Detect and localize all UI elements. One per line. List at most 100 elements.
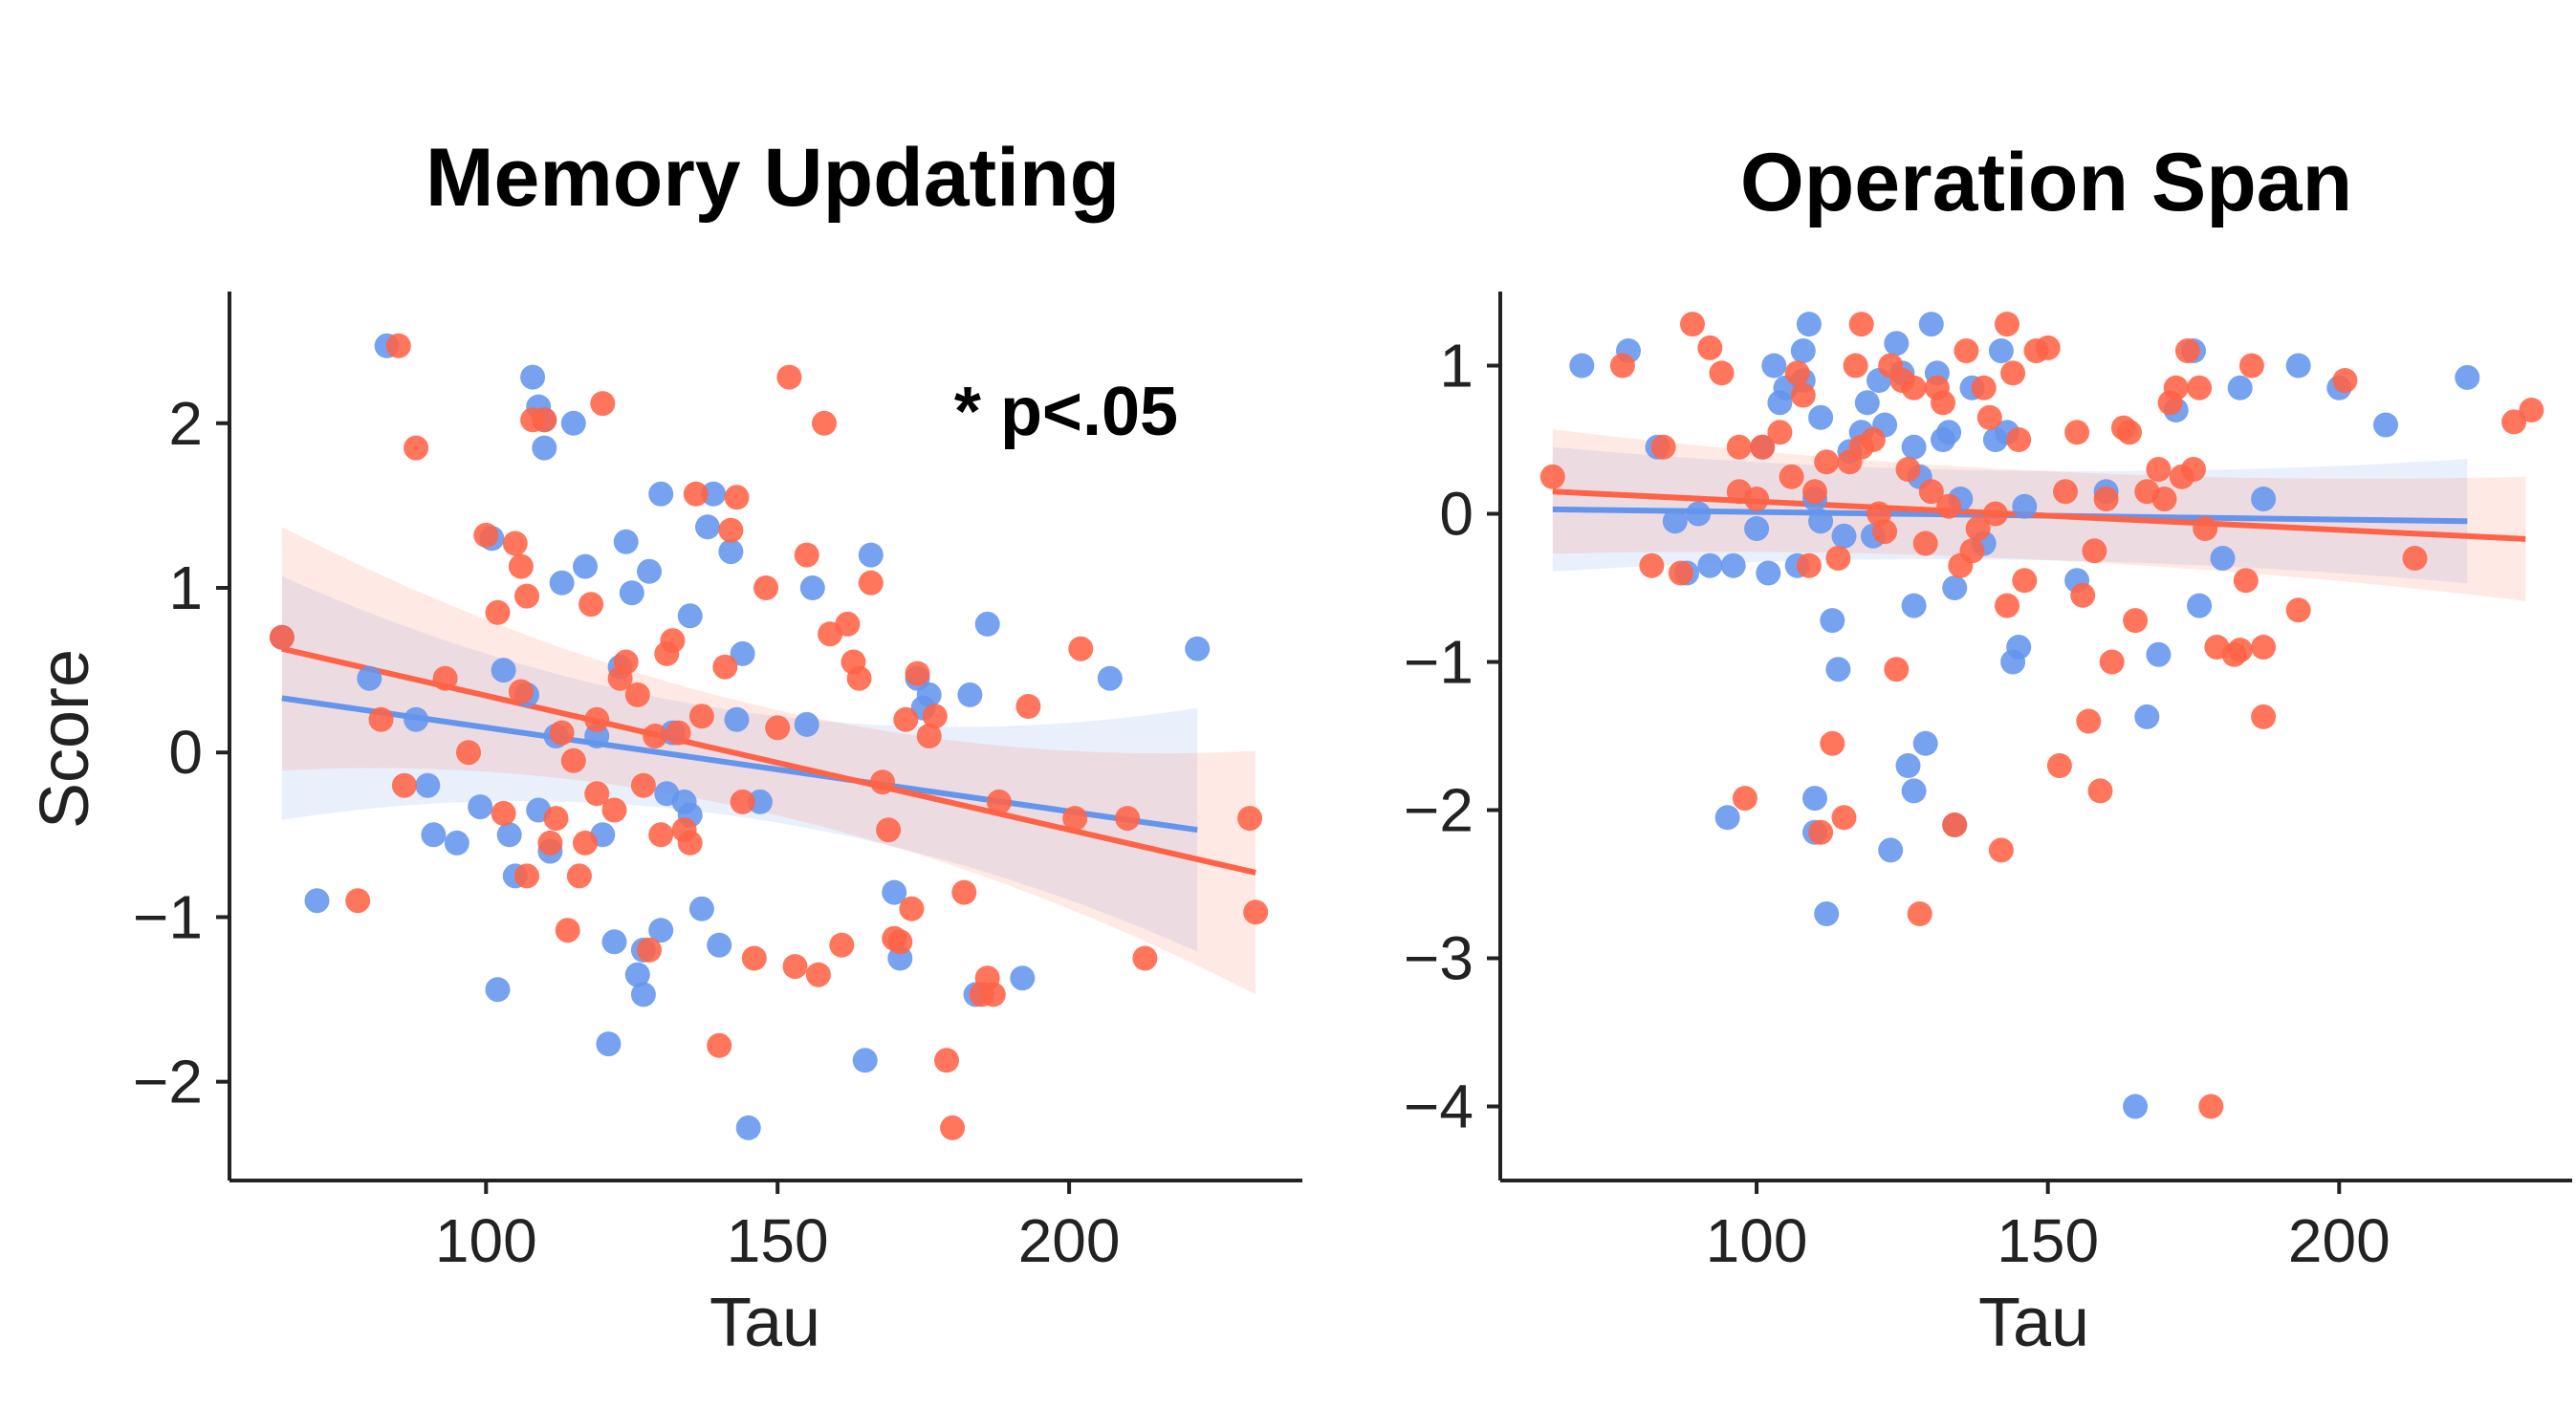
data-point — [2134, 704, 2160, 729]
data-point — [549, 720, 575, 746]
data-point — [986, 789, 1012, 814]
data-point — [2251, 635, 2277, 660]
data-point — [404, 435, 429, 461]
data-point — [485, 977, 511, 1003]
data-point — [1726, 434, 1752, 460]
data-point — [695, 514, 720, 540]
data-point — [2082, 538, 2107, 564]
data-point — [893, 706, 919, 732]
data-point — [688, 704, 714, 729]
data-point — [624, 682, 650, 707]
data-point — [794, 542, 819, 568]
data-point — [2238, 353, 2264, 379]
data-point — [1942, 575, 1968, 600]
y-tick-label: −2 — [1404, 776, 1474, 845]
data-point — [882, 879, 907, 905]
data-point — [2146, 457, 2172, 482]
scatter-series — [1539, 312, 2544, 1119]
data-point — [1697, 552, 1723, 578]
data-point — [2251, 487, 2277, 511]
data-point — [368, 706, 394, 732]
data-point — [1901, 593, 1927, 618]
data-point — [579, 592, 604, 617]
data-point — [660, 628, 686, 654]
data-point — [1814, 901, 1840, 926]
data-point — [2012, 493, 2038, 519]
data-point — [812, 410, 837, 436]
data-point — [2035, 335, 2061, 360]
data-point — [619, 580, 644, 606]
data-point — [1668, 560, 1693, 586]
data-point — [1767, 420, 1793, 445]
data-point — [560, 747, 586, 773]
data-point — [473, 522, 499, 548]
data-point — [514, 863, 539, 889]
x-tick-label: 100 — [1706, 1206, 1808, 1275]
data-point — [415, 772, 441, 798]
x-axis-label: Tau — [1978, 1285, 2089, 1361]
data-point — [782, 954, 808, 980]
data-point — [2070, 582, 2096, 608]
data-point — [496, 822, 522, 848]
data-point — [2181, 457, 2206, 482]
data-point — [444, 830, 469, 856]
data-point — [456, 740, 481, 766]
data-point — [1901, 778, 1927, 804]
data-point — [1843, 353, 1868, 379]
data-point — [1115, 806, 1141, 832]
data-point — [514, 583, 539, 609]
data-point — [730, 640, 755, 666]
data-point — [1912, 730, 1938, 756]
data-point — [794, 711, 819, 737]
data-point — [269, 624, 295, 650]
data-point — [1779, 464, 1804, 489]
data-point — [730, 789, 755, 814]
data-point — [1825, 657, 1851, 682]
data-point — [596, 1031, 622, 1057]
data-point — [852, 1048, 878, 1073]
data-point — [537, 830, 563, 856]
data-point — [957, 682, 983, 707]
data-point — [701, 481, 727, 507]
data-point — [980, 982, 1006, 1007]
data-point — [1936, 493, 1962, 519]
y-tick-label: 0 — [1439, 480, 1474, 549]
data-point — [805, 962, 831, 987]
data-point — [2146, 641, 2172, 667]
data-point — [2187, 375, 2213, 401]
chart-title: Memory Updating — [426, 132, 1120, 224]
data-point — [1820, 608, 1845, 634]
data-point — [2064, 420, 2090, 445]
data-point — [846, 665, 872, 691]
data-point — [858, 542, 884, 568]
data-point — [566, 863, 592, 889]
data-point — [1796, 552, 1822, 578]
data-point — [666, 720, 691, 746]
data-point — [485, 599, 511, 625]
data-point — [753, 575, 778, 600]
data-point — [858, 570, 884, 596]
data-point — [1912, 531, 1938, 556]
data-point — [648, 918, 674, 943]
data-point — [1744, 516, 1770, 541]
data-point — [2006, 635, 2032, 660]
y-axis-label: Score — [27, 649, 103, 829]
data-point — [1965, 516, 1991, 541]
data-point — [799, 575, 825, 600]
data-point — [613, 529, 639, 554]
data-point — [1995, 593, 2019, 618]
data-point — [520, 364, 546, 390]
data-point — [468, 794, 493, 820]
data-point — [543, 806, 569, 832]
data-point — [357, 665, 382, 691]
data-point — [1831, 805, 1857, 831]
y-tick-label: −4 — [1404, 1072, 1474, 1141]
data-point — [1854, 390, 1880, 416]
y-tick-label: 0 — [168, 718, 203, 787]
x-tick-label: 100 — [435, 1206, 537, 1275]
data-point — [922, 704, 948, 729]
data-point — [1790, 382, 1816, 408]
data-point — [1697, 335, 1723, 360]
data-point — [2402, 546, 2428, 571]
data-point — [385, 333, 411, 358]
